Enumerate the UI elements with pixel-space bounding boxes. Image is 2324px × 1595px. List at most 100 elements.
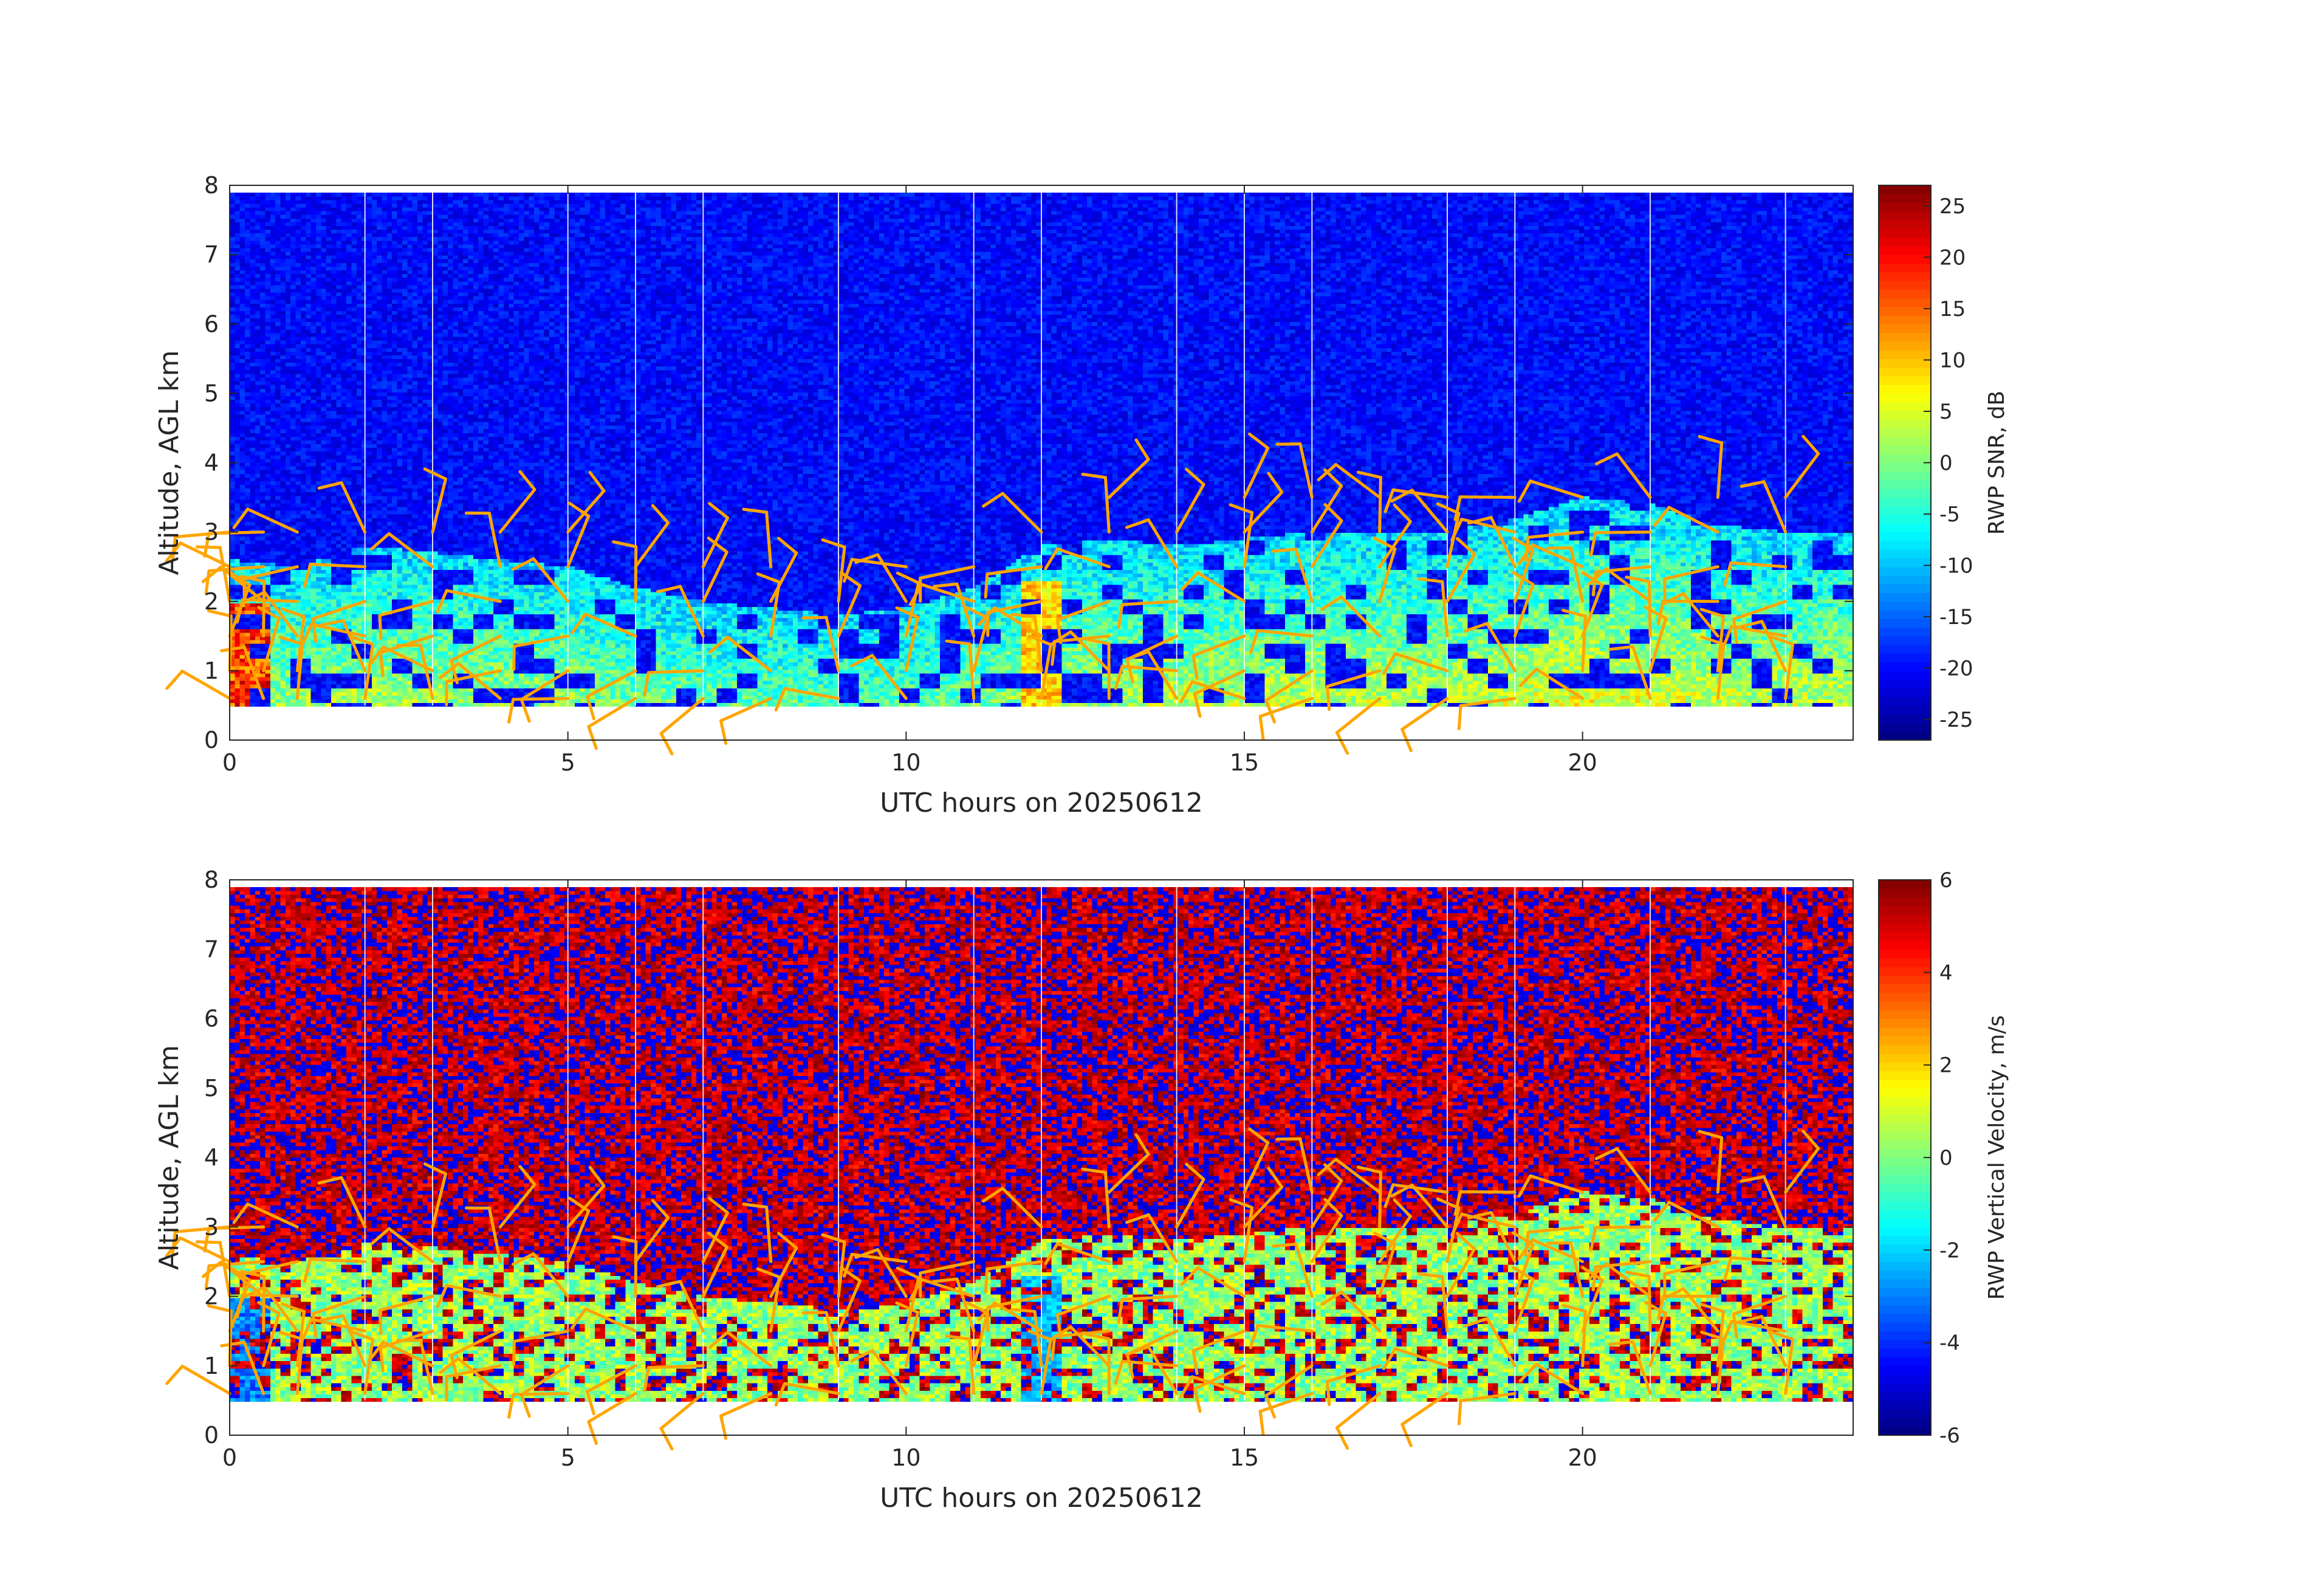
wind-barb-flag	[1114, 1359, 1124, 1385]
wind-barb-flag	[280, 1302, 306, 1313]
wind-barb-flag	[1740, 480, 1766, 488]
wind-barb-flag	[1517, 1174, 1532, 1198]
wind-barb-flag	[945, 1334, 972, 1341]
colorbar-segment	[1879, 619, 1931, 628]
wind-barb-flag	[1027, 1329, 1052, 1342]
x-tick-label: 20	[1568, 749, 1597, 776]
colorbar-segment	[1879, 1027, 1931, 1037]
y-tick-label: 0	[204, 727, 219, 753]
wind-barb-staff	[382, 1340, 434, 1368]
wind-barb-staff	[1594, 1260, 1652, 1269]
wind-barb-flag	[1608, 645, 1634, 651]
colorbar-segment	[1879, 940, 1931, 950]
wind-barb-staff	[919, 565, 976, 580]
wind-barb-staff	[904, 616, 920, 673]
x-tick-label: 5	[561, 1444, 575, 1471]
y-tick-label: 4	[204, 1144, 219, 1171]
wind-barb-staff	[1581, 583, 1604, 638]
wind-barb-staff	[498, 1182, 536, 1229]
wind-barb-staff	[1529, 1174, 1585, 1194]
wind-barb-staff	[532, 557, 570, 603]
wind-barb-flag	[1801, 1130, 1820, 1150]
wind-barb-staff	[701, 551, 728, 603]
colorbar-segment	[1879, 1001, 1931, 1010]
colorbar-segment	[1879, 1088, 1931, 1097]
wind-barb-staff	[1394, 1347, 1449, 1368]
wind-barb-flag	[436, 589, 448, 614]
colorbar-tick-label: 20	[1939, 245, 1966, 270]
colorbar-segment	[1879, 610, 1931, 619]
wind-barb-flag	[1524, 1230, 1530, 1257]
colorbar-segment	[1879, 1400, 1931, 1410]
colorbar-tick-label: -2	[1939, 1238, 1960, 1263]
wind-barb-flag	[1056, 618, 1063, 645]
wind-barb-staff	[1716, 642, 1726, 701]
wind-barb-flag	[378, 1309, 383, 1335]
wind-barb-flag	[235, 598, 244, 624]
wind-barb-staff	[1033, 1309, 1043, 1368]
wind-barb-flag	[379, 651, 385, 677]
wind-barb-staff	[1716, 1309, 1726, 1368]
wind-barb-staff	[1264, 1364, 1314, 1398]
y-tick-label: 1	[204, 657, 219, 684]
wind-barb-flag	[1738, 1315, 1764, 1324]
wind-barb-flag	[1191, 654, 1199, 681]
colorbar-segment	[1879, 454, 1931, 464]
wind-barb-staff	[1716, 614, 1726, 673]
colorbar-tick-label: -10	[1939, 554, 1973, 578]
x-tick-label: 10	[891, 749, 920, 776]
wind-barb-staff	[1107, 1153, 1150, 1194]
wind-barb-flag	[1698, 1130, 1724, 1139]
wind-barb-staff	[1526, 1225, 1585, 1234]
wind-barb-flag	[1191, 1349, 1199, 1375]
colorbar-segment	[1879, 1053, 1931, 1063]
wind-barb-staff	[871, 654, 908, 701]
wind-barb-staff	[1120, 1359, 1179, 1368]
wind-barb-flag	[171, 1230, 177, 1257]
wind-barb-flag	[1335, 731, 1349, 755]
y-tick-label: 2	[204, 588, 219, 615]
wind-barb-flag	[319, 619, 345, 627]
colorbar-segment	[1879, 880, 1931, 889]
wind-barb-flag	[507, 1393, 515, 1419]
colorbar-tick-label: -15	[1939, 605, 1973, 629]
colorbar-segment	[1879, 289, 1931, 299]
snr-data-gap-lines	[364, 192, 1786, 705]
y-tick-label: 5	[204, 1075, 219, 1102]
wind-barb-staff	[1729, 561, 1788, 569]
snr-x-axis-label: UTC hours on 20250612	[880, 787, 1203, 818]
wind-barb-flag	[257, 1300, 281, 1315]
colorbar-segment	[1879, 202, 1931, 212]
wind-barb-flag	[1356, 470, 1382, 479]
wind-barb-flag	[1081, 473, 1107, 479]
wind-barb-staff	[1445, 552, 1476, 603]
wind-barb-staff	[972, 616, 989, 673]
wind-barb-staff	[993, 606, 1043, 638]
wind-barb-staff	[1730, 625, 1788, 638]
colorbar-segment	[1879, 636, 1931, 645]
wind-barb-staff	[1394, 652, 1449, 673]
wind-barb-flag	[1117, 1298, 1124, 1324]
wind-barb-staff	[1298, 1137, 1314, 1194]
wind-barb-flag	[1125, 518, 1150, 529]
colorbar-segment	[1879, 1175, 1931, 1184]
colorbar-segment	[1879, 731, 1931, 741]
y-tick-label: 1	[204, 1353, 219, 1379]
colorbar-segment	[1879, 220, 1931, 229]
wind-barb-flag	[1594, 452, 1619, 465]
wind-barb-staff	[512, 634, 570, 648]
colorbar-segment	[1879, 1339, 1931, 1349]
wind-barb-flag	[1179, 680, 1194, 704]
wind-barb-staff	[1729, 1256, 1788, 1263]
wind-barb-staff	[986, 600, 1043, 614]
colorbar-segment	[1879, 540, 1931, 550]
colorbar-segment	[1879, 958, 1931, 967]
colorbar-segment	[1879, 1010, 1931, 1020]
wind-barb-flag	[1417, 577, 1444, 583]
wind-barb-flag	[756, 1267, 781, 1279]
wind-barb-staff	[584, 612, 637, 638]
wind-barb-staff	[309, 1257, 367, 1263]
colorbar-segment	[1879, 1071, 1931, 1080]
wind-barb-staff	[1784, 452, 1820, 499]
